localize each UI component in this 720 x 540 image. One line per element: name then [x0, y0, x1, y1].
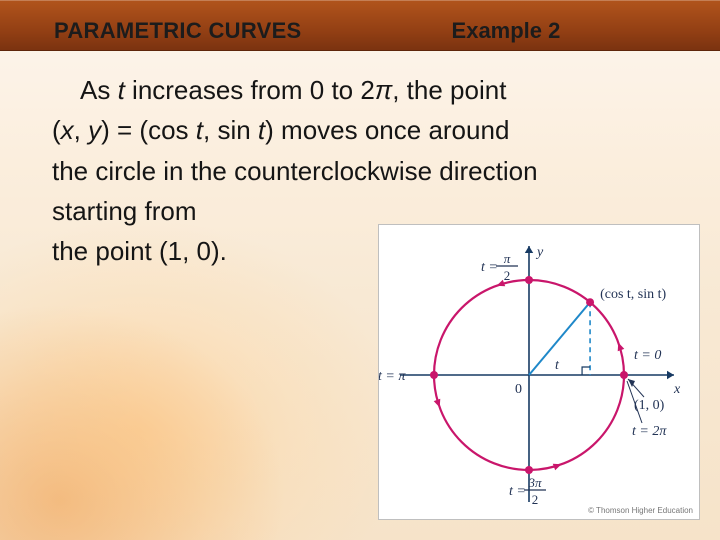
line-3: the circle in the counterclockwise direc…: [52, 151, 668, 191]
unit-circle-figure: xy0t(cos t, sin t)t = 0(1, 0)t = 2πt = π…: [378, 224, 700, 520]
example-label: Example 2: [452, 18, 561, 44]
pi: π: [375, 75, 392, 105]
text: ,: [74, 115, 88, 145]
line-2: (x, y) = (cos t, sin t) moves once aroun…: [52, 110, 668, 150]
svg-text:t =: t =: [481, 260, 498, 275]
text: , sin: [203, 115, 258, 145]
svg-text:x: x: [673, 382, 681, 397]
var-t: t: [196, 115, 203, 145]
slide: PARAMETRIC CURVES Example 2 As t increas…: [0, 0, 720, 540]
svg-text:(1, 0): (1, 0): [634, 398, 665, 413]
figure-svg: xy0t(cos t, sin t)t = 0(1, 0)t = 2πt = π…: [379, 225, 699, 519]
svg-text:t: t: [555, 358, 560, 373]
copyright-text: © Thomson Higher Education: [588, 506, 693, 515]
svg-text:y: y: [535, 245, 544, 260]
svg-text:(cos t, sin t): (cos t, sin t): [600, 287, 666, 302]
text: , the point: [392, 75, 506, 105]
svg-text:2: 2: [532, 492, 539, 507]
text: (: [52, 115, 61, 145]
svg-text:t = 2π: t = 2π: [632, 424, 667, 439]
svg-text:t =: t =: [509, 484, 526, 499]
svg-text:π: π: [504, 251, 511, 266]
text: As: [80, 75, 118, 105]
var-t: t: [118, 75, 125, 105]
line-1: As t increases from 0 to 2π, the point: [52, 70, 668, 110]
text: ) = (cos: [101, 115, 196, 145]
svg-text:t = 0: t = 0: [634, 348, 661, 363]
text: increases from 0 to 2: [125, 75, 375, 105]
section-title: PARAMETRIC CURVES: [54, 18, 302, 44]
text: ) moves once around: [265, 115, 509, 145]
svg-text:t = π: t = π: [379, 369, 406, 384]
svg-text:0: 0: [515, 382, 522, 397]
title-row: PARAMETRIC CURVES Example 2: [54, 18, 666, 44]
var-x: x: [61, 115, 74, 145]
svg-text:3π: 3π: [527, 475, 542, 490]
var-y: y: [88, 115, 101, 145]
svg-text:2: 2: [504, 268, 511, 283]
